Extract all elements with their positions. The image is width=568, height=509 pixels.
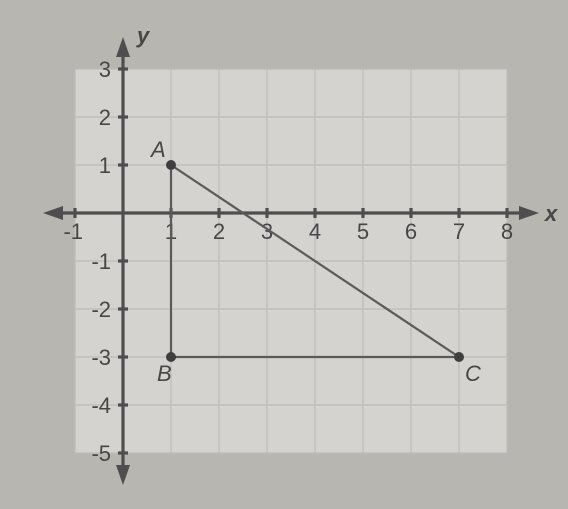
y-tick-label: 3 (99, 57, 111, 82)
coordinate-chart: -112345678321-1-2-3-4-5xyABC (0, 0, 568, 509)
x-tick-label: 7 (453, 219, 465, 244)
x-tick-label: 8 (501, 219, 513, 244)
x-axis-label: x (544, 201, 558, 226)
y-tick-label: -5 (91, 441, 111, 466)
y-tick-label: -4 (91, 393, 111, 418)
point-label-C: C (465, 361, 481, 386)
point-label-A: A (149, 137, 166, 162)
y-tick-label: -1 (91, 249, 111, 274)
x-tick-label: 4 (309, 219, 321, 244)
axis-arrow (43, 206, 63, 220)
y-tick-label: -3 (91, 345, 111, 370)
x-tick-label: -1 (63, 219, 83, 244)
axis-arrow (519, 206, 539, 220)
point-A (166, 160, 176, 170)
x-tick-label: 2 (213, 219, 225, 244)
y-tick-label: -2 (91, 297, 111, 322)
x-tick-label: 6 (405, 219, 417, 244)
x-tick-label: 5 (357, 219, 369, 244)
axis-arrow (116, 37, 130, 57)
chart-svg: -112345678321-1-2-3-4-5xyABC (0, 0, 568, 509)
point-label-B: B (157, 361, 172, 386)
y-tick-label: 1 (99, 153, 111, 178)
axis-arrow (116, 465, 130, 485)
y-tick-label: 2 (99, 105, 111, 130)
point-C (454, 352, 464, 362)
y-axis-label: y (136, 23, 151, 48)
